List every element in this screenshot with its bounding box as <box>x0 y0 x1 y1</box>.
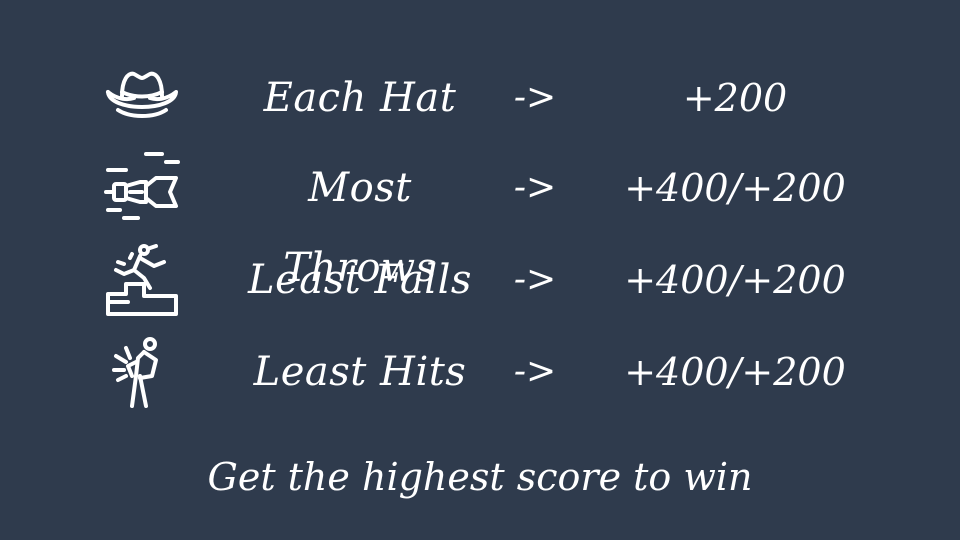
row-score: +400/+200 <box>624 166 846 210</box>
row-arrow: -> <box>513 259 557 300</box>
score-row-hits: Least Hits -> +400/+200 <box>0 332 960 412</box>
dart-icon <box>100 152 184 224</box>
row-label: Least Hits <box>253 349 467 395</box>
cowboy-hat-icon <box>100 62 184 134</box>
row-label: Least Falls <box>248 257 472 303</box>
row-label: Each Hat <box>263 75 457 121</box>
win-condition-text: Get the highest score to win <box>207 455 753 499</box>
falling-on-stairs-icon <box>100 244 184 316</box>
row-label: Most Throws <box>283 165 437 291</box>
row-arrow: -> <box>513 351 557 392</box>
row-score: +400/+200 <box>624 258 846 302</box>
person-hit-icon <box>100 336 184 408</box>
score-row-throws: Most Throws -> +400/+200 <box>0 148 960 291</box>
row-arrow: -> <box>513 167 557 208</box>
row-score: +400/+200 <box>624 350 846 394</box>
row-arrow: -> <box>513 77 557 118</box>
score-row-falls: Least Falls -> +400/+200 <box>0 240 960 320</box>
row-score: +200 <box>682 76 788 120</box>
score-row-hat: Each Hat -> +200 <box>0 58 960 138</box>
